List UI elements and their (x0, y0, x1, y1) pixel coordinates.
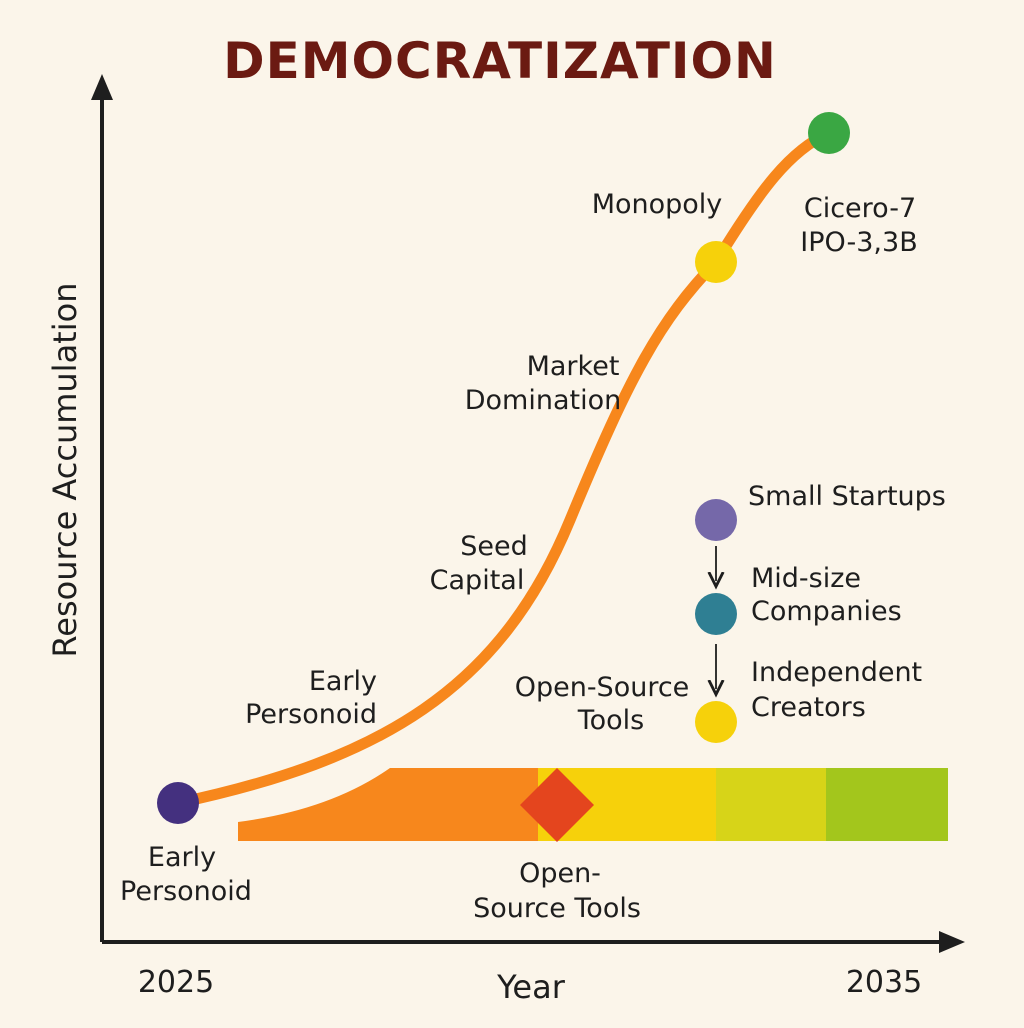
label-seed-line2: Capital (430, 565, 525, 596)
y-axis-arrowhead (91, 74, 113, 100)
flow-node-independent-creators (695, 701, 737, 743)
flow-node-mid-size-companies (695, 593, 737, 635)
band-segment-lime (716, 768, 828, 841)
label-start-line1: Early (148, 842, 216, 873)
x-axis-arrowhead (939, 931, 965, 953)
label-cicero-line2: IPO-3,3B (800, 227, 917, 258)
label-monopoly: Monopoly (592, 189, 723, 220)
flow-label-small-startups: Small Startups (748, 481, 946, 512)
flow-label-independent-line2: Creators (751, 692, 866, 723)
diagram-title: DEMOCRATIZATION (223, 32, 777, 90)
label-early-line2: Personoid (245, 699, 377, 730)
y-axis-title: Resource Accumulation (46, 283, 84, 658)
label-open-source-band-line1: Open- (519, 858, 601, 889)
x-axis-title: Year (496, 968, 566, 1006)
label-open-source-band-line2: Source Tools (473, 893, 641, 924)
label-market-line2: Domination (465, 385, 622, 416)
label-early-line1: Early (309, 666, 377, 697)
stage-dot-monopoly (695, 241, 737, 283)
stage-dot-early-personoid (157, 782, 199, 824)
label-start-line2: Personoid (120, 876, 252, 907)
flow-label-independent-line1: Independent (751, 657, 922, 688)
label-seed-line1: Seed (460, 531, 528, 562)
band-segment-green (826, 768, 948, 841)
label-cicero-line1: Cicero-7 (804, 193, 916, 224)
flow-label-mid-size-line1: Mid-size (751, 563, 861, 594)
label-open-source-mid-line1: Open-Source (515, 672, 690, 703)
flow-node-small-startups (695, 499, 737, 541)
label-market-line1: Market (527, 351, 620, 382)
growth-curve (172, 127, 835, 809)
x-axis-start-label: 2025 (138, 965, 214, 1000)
band-diamond-marker (520, 768, 594, 842)
stage-dot-cicero (808, 112, 850, 154)
label-open-source-mid-line2: Tools (577, 705, 645, 736)
band-segment-orange (238, 768, 540, 841)
flow-label-mid-size-line2: Companies (751, 596, 902, 627)
x-axis-end-label: 2035 (846, 965, 922, 1000)
